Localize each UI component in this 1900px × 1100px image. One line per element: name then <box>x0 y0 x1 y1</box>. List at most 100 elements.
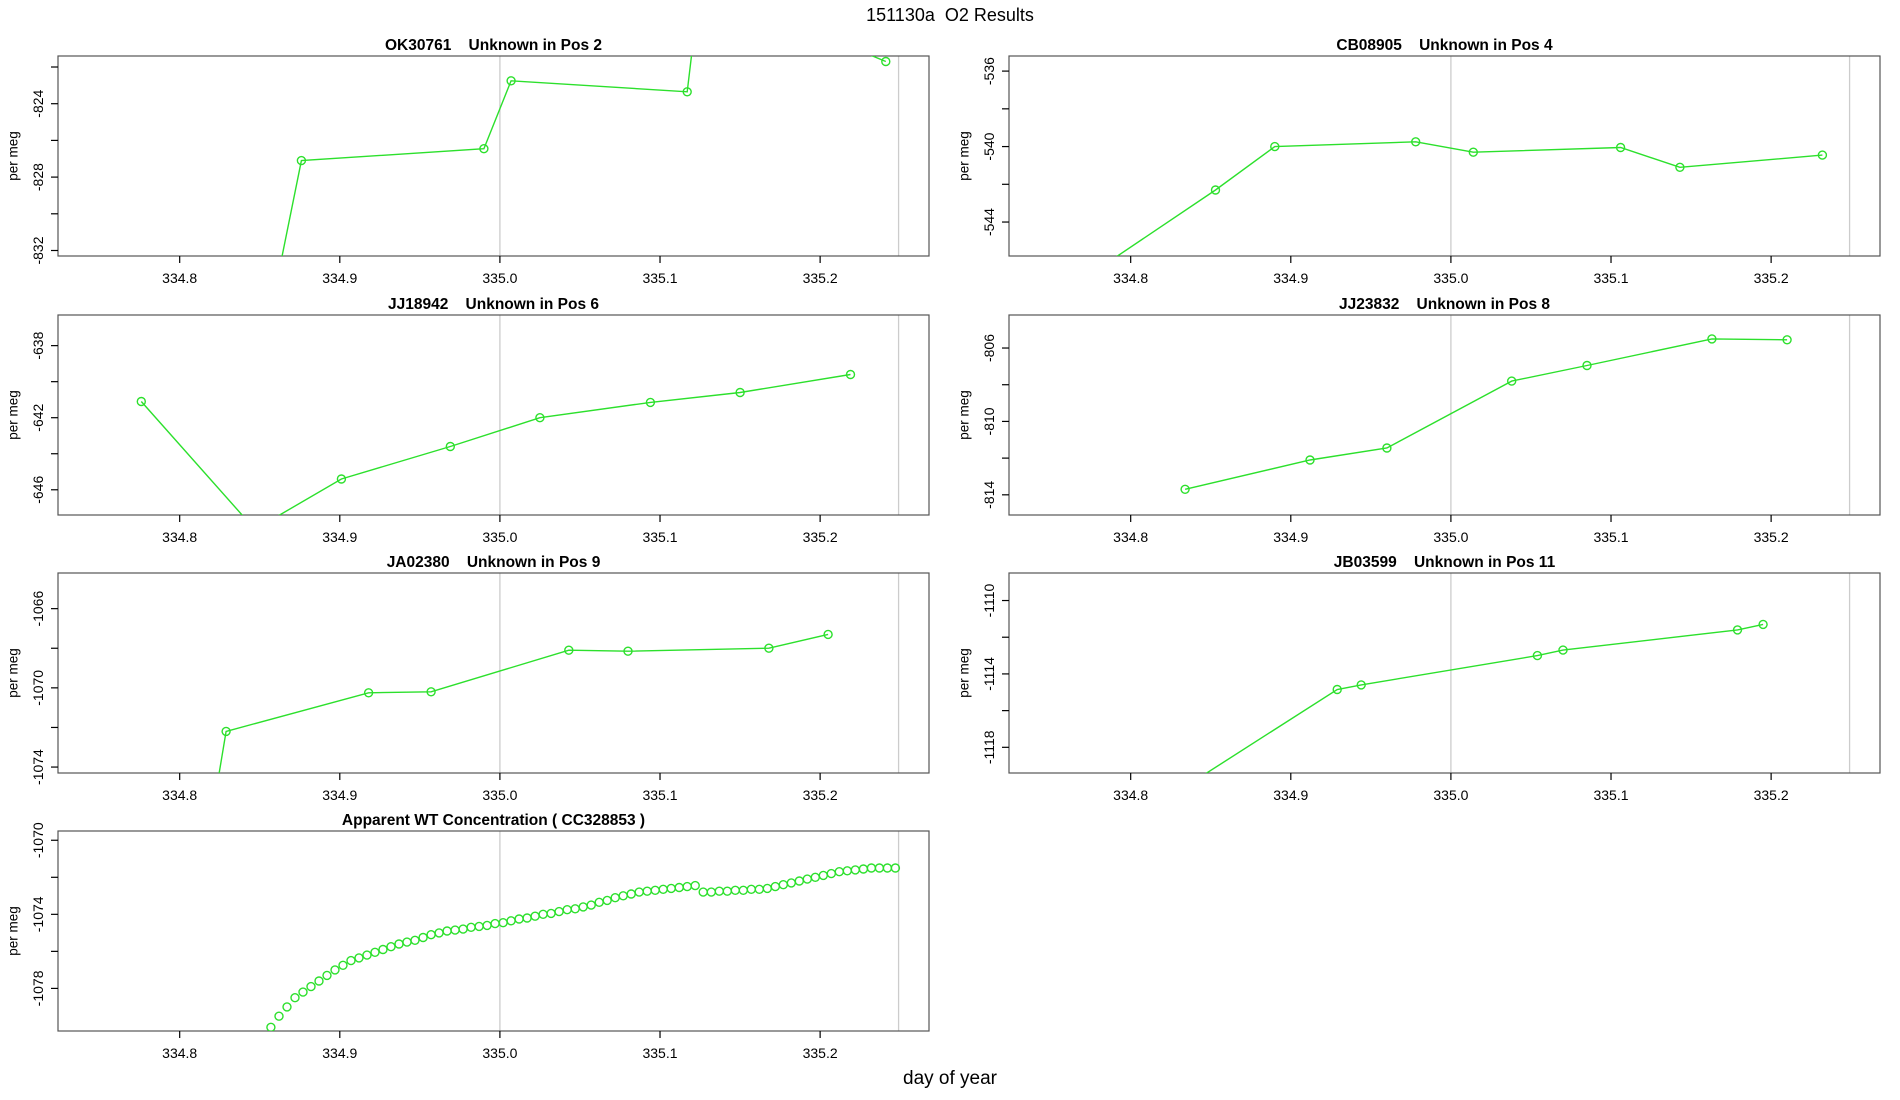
x-tick-label: 335.1 <box>1593 787 1628 803</box>
plot-box <box>57 314 930 516</box>
panel-title: CB08905 Unknown in Pos 4 <box>1336 37 1553 54</box>
data-point <box>546 908 556 919</box>
data-series <box>1116 137 1828 256</box>
x-tick-label: 335.2 <box>803 1045 838 1061</box>
x-tick-label: 335.0 <box>1433 270 1468 286</box>
data-point <box>322 970 332 981</box>
data-point <box>738 885 748 895</box>
x-tick-label: 335.1 <box>642 1045 677 1061</box>
data-point <box>474 921 484 932</box>
plot-box <box>57 55 930 257</box>
data-point <box>570 904 580 914</box>
data-point <box>1210 185 1221 195</box>
x-tick-label: 334.9 <box>322 787 357 803</box>
y-tick-label: -1118 <box>981 730 997 764</box>
data-point <box>634 887 644 897</box>
y-tick-label: -832 <box>30 236 46 264</box>
data-point <box>1532 650 1543 661</box>
x-tick-label: 334.8 <box>162 270 197 286</box>
data-point <box>826 868 836 879</box>
data-point <box>274 1011 284 1021</box>
data-point <box>698 887 708 897</box>
data-point <box>506 76 516 86</box>
y-axis-title: per meg <box>957 648 972 698</box>
data-point <box>562 905 572 915</box>
data-point <box>378 944 388 955</box>
y-tick-label: -1074 <box>30 896 46 932</box>
data-point <box>410 935 420 945</box>
y-tick-label: -544 <box>981 208 997 236</box>
y-axis-title: per meg <box>6 390 21 440</box>
data-point <box>850 865 860 875</box>
data-point <box>363 688 374 698</box>
panel-OK30761: 334.8 334.9 335.0 335.1 335.2 -824 -828 -832 per… <box>6 37 930 286</box>
data-point <box>845 369 856 380</box>
x-tick-label: 334.9 <box>1273 270 1308 286</box>
x-tick-label: 335.2 <box>803 529 838 545</box>
data-point <box>442 926 452 936</box>
x-tick-label: 334.9 <box>1273 787 1308 803</box>
data-point <box>594 897 604 907</box>
y-tick-label: -828 <box>30 163 46 191</box>
data-series <box>136 369 856 533</box>
data-point <box>538 909 548 919</box>
x-tick-label: 334.8 <box>162 787 197 803</box>
data-point <box>251 525 259 533</box>
x-tick-label: 334.8 <box>1113 787 1148 803</box>
x-tick-label: 335.2 <box>803 270 838 286</box>
data-point <box>298 987 308 997</box>
data-point <box>762 883 772 894</box>
y-tick-label: -1070 <box>30 670 46 706</box>
data-point <box>338 960 348 970</box>
x-tick-label: 334.8 <box>162 529 197 545</box>
x-tick-label: 335.0 <box>1433 529 1468 545</box>
data-point <box>136 396 147 407</box>
data-point <box>386 942 396 952</box>
panel-JJ23832: 334.8 334.9 335.0 335.1 335.2 -806 -810 -814 per… <box>957 296 1881 545</box>
data-point <box>778 880 788 890</box>
panel-CB08905: 334.8 334.9 335.0 335.1 335.2 -536 -540 -544 per… <box>957 37 1881 286</box>
data-point <box>530 911 540 921</box>
x-tick-label: 334.8 <box>1113 529 1148 545</box>
data-point <box>522 913 532 923</box>
data-point <box>290 993 300 1003</box>
data-point <box>1332 684 1342 695</box>
data-point <box>866 863 877 873</box>
data-point <box>1817 150 1828 160</box>
x-tick-label: 335.1 <box>642 529 677 545</box>
data-point <box>618 891 628 901</box>
data-point <box>1382 443 1392 453</box>
x-tick-label: 334.8 <box>1113 270 1148 286</box>
y-tick-label: -642 <box>30 403 46 431</box>
data-point <box>1410 137 1421 147</box>
y-tick-label: -1114 <box>981 657 997 691</box>
data-point <box>1758 619 1768 630</box>
data-point <box>881 56 891 67</box>
data-point <box>282 1002 292 1012</box>
data-point <box>506 916 516 926</box>
y-axis-title: per meg <box>957 390 972 440</box>
panel-title: JJ23832 Unknown in Pos 8 <box>1339 296 1550 313</box>
series-line <box>1184 338 1788 490</box>
x-tick-label: 335.2 <box>803 787 838 803</box>
data-point <box>658 884 668 894</box>
data-point <box>1506 376 1517 386</box>
data-point <box>578 902 588 912</box>
data-point <box>802 874 812 884</box>
data-point <box>1558 645 1568 655</box>
data-series <box>281 56 891 256</box>
panel-title: OK30761 Unknown in Pos 2 <box>385 37 602 54</box>
series-line <box>1205 623 1764 773</box>
data-point <box>426 930 436 940</box>
data-point <box>754 884 764 894</box>
y-tick-label: -540 <box>981 132 997 160</box>
x-tick-label: 335.0 <box>482 270 517 286</box>
y-tick-label: -536 <box>981 57 997 85</box>
data-point <box>834 867 844 877</box>
data-point <box>535 413 545 423</box>
data-series <box>1180 334 1792 494</box>
y-tick-label: -1074 <box>30 749 46 785</box>
data-point <box>354 953 364 963</box>
data-point <box>714 886 724 896</box>
